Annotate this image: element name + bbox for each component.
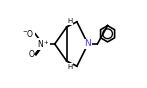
Text: O: O <box>28 50 34 59</box>
Text: $\mathregular{^{-}O}$: $\mathregular{^{-}O}$ <box>22 28 35 39</box>
Text: N: N <box>85 40 91 48</box>
Text: $\mathregular{N^+}$: $\mathregular{N^+}$ <box>37 38 50 50</box>
Text: H: H <box>67 18 73 24</box>
Text: H: H <box>67 64 73 70</box>
